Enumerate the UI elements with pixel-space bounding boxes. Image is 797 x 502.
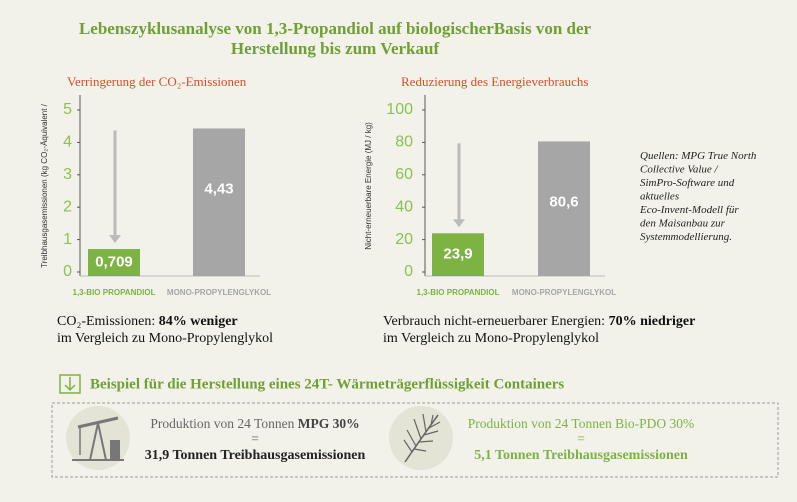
value-label: 0,709 (95, 253, 133, 270)
y-tick-label: 60 (395, 166, 413, 183)
value-label: 80,6 (549, 193, 578, 210)
y-tick-label: 3 (63, 166, 72, 183)
value-label: 4,43 (204, 180, 233, 197)
caption: Verbrauch nicht-erneuerbarer Energien: 7… (383, 314, 695, 329)
y-tick-label: 5 (63, 101, 72, 118)
caption: CO₂-Emissionen: 84% weniger (57, 314, 238, 329)
y-tick-label: 0 (63, 263, 72, 280)
y-axis-label: Treibhausgasemissionen (kg CO₂-Äquivalen… (40, 103, 49, 268)
bar (88, 249, 140, 276)
chart-title: Verringerung der CO₂-Emissionen (67, 74, 247, 89)
caption-lead: Verbrauch nicht-erneuerbarer Energien: (383, 314, 605, 329)
item-bold: Bio-PDO 30% (615, 416, 694, 431)
title: Lebenszyklusanalyse von 1,3-Propandiol a… (79, 19, 592, 58)
item-pre: Produktion von 24 Tonnen (468, 416, 612, 431)
caption-rest: im Vergleich zu Mono-Propylenglykol (57, 331, 273, 346)
caption-lead: CO₂-Emissionen: (57, 314, 155, 329)
reduction-arrowhead (109, 235, 121, 244)
example-heading: Beispiel für die Herstellung eines 24T- … (90, 376, 564, 392)
y-axis-label: Nicht-erneuerbare Energie (MJ / kg) (364, 122, 373, 250)
palm-leaf-icon (389, 406, 453, 470)
pumpjack-icon (66, 406, 130, 470)
item-pre: Produktion von 24 Tonnen (150, 416, 294, 431)
category-label: 1,3-BIO PROPANDIOL (73, 288, 156, 297)
caption-rest: im Vergleich zu Mono-Propylenglykol (383, 331, 599, 346)
y-tick-label: 40 (395, 198, 413, 215)
item-bold: MPG 30% (298, 416, 360, 431)
item-result: 5,1 Tonnen Treibhausgasemissionen (474, 448, 688, 463)
y-tick-label: 2 (63, 198, 72, 215)
sources: Quellen: MPG True North Collective Value … (639, 150, 757, 243)
y-tick-label: 1 (63, 231, 72, 248)
download-icon (59, 374, 81, 394)
chart-title: Reduzierung des Energieverbrauchs (401, 74, 588, 89)
bar (432, 233, 484, 276)
y-tick-label: 0 (404, 263, 413, 280)
y-tick-label: 4 (63, 134, 72, 151)
category-label: MONO-PROPYLENGLYKOL (167, 288, 271, 297)
caption-bold: 84% weniger (159, 314, 238, 329)
y-tick-label: 100 (386, 101, 413, 118)
category-label: 1,3-BIO PROPANDIOL (417, 288, 500, 297)
caption-bold: 70% niedriger (609, 314, 696, 329)
bar (193, 128, 245, 276)
y-tick-label: 80 (395, 134, 413, 151)
y-tick-label: 20 (395, 231, 413, 248)
bar (538, 141, 590, 276)
item-equals: = (251, 431, 259, 446)
reduction-arrowhead (453, 219, 465, 228)
item-line: Produktion von 24 Tonnen Bio-PDO 30% (468, 416, 694, 431)
item-result: 31,9 Tonnen Treibhausgasemissionen (145, 448, 366, 463)
item-equals: = (577, 431, 585, 446)
item-line: Produktion von 24 Tonnen MPG 30% (150, 416, 359, 431)
category-label: MONO-PROPYLENGLYKOL (512, 288, 616, 297)
example-box (51, 402, 779, 478)
value-label: 23,9 (443, 246, 472, 263)
